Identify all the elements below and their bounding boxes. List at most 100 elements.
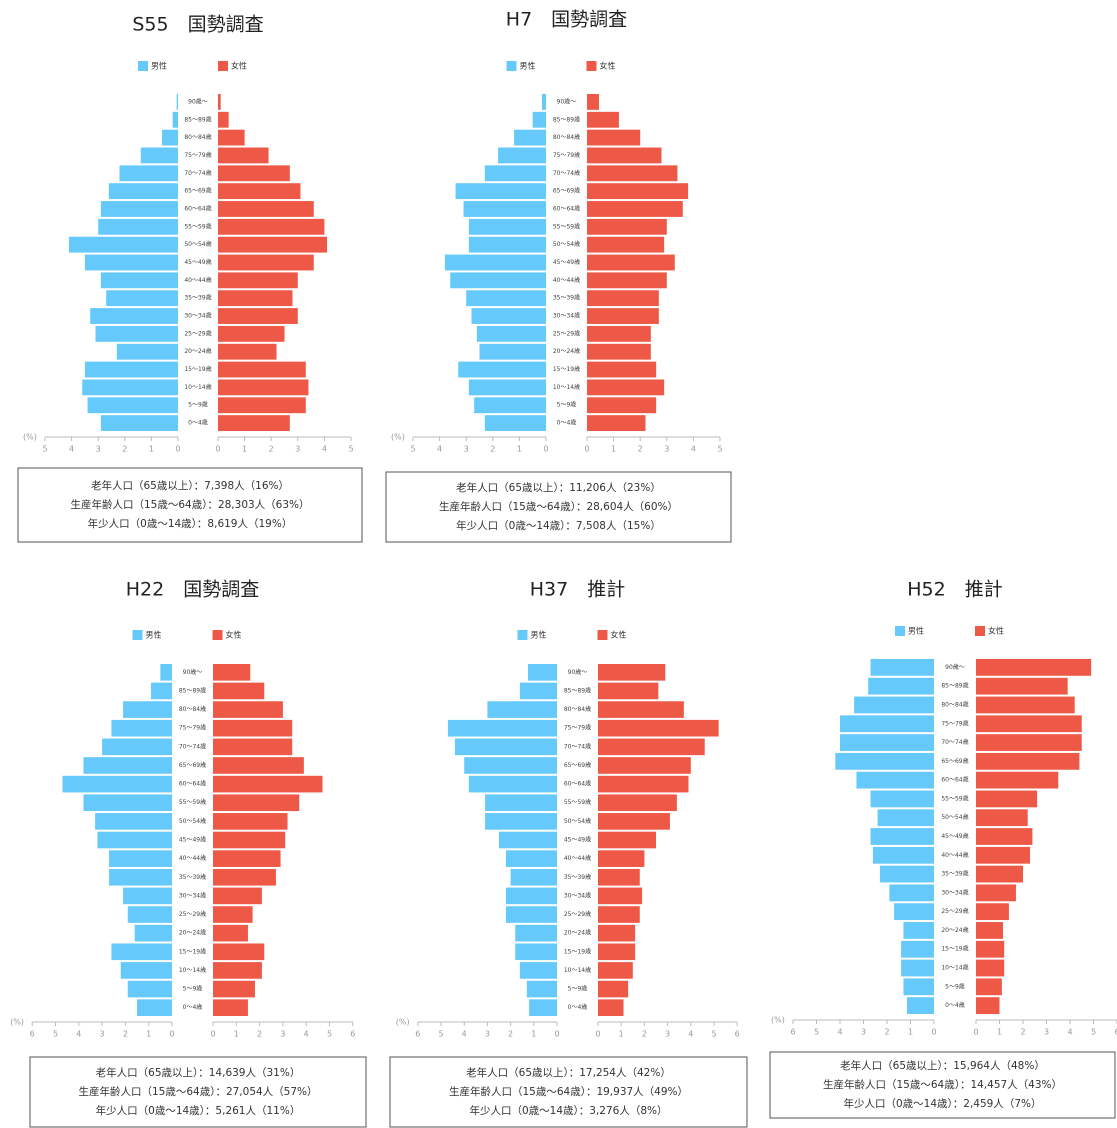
bar <box>218 361 306 378</box>
legend-label: 女性 <box>600 61 616 71</box>
summary-box <box>385 471 732 543</box>
age-label: 65～69歳 <box>179 761 206 769</box>
age-label: 90歳～ <box>183 668 203 676</box>
bar <box>97 831 172 849</box>
bar <box>213 999 248 1016</box>
bar <box>903 978 934 996</box>
age-label: 55～59歳 <box>941 794 968 802</box>
x-tick-label: 1 <box>234 1030 239 1039</box>
bar <box>485 794 557 812</box>
x-tick-label: 2 <box>123 1030 128 1039</box>
bar <box>598 757 691 774</box>
x-tick-label: 0 <box>210 1030 215 1039</box>
bar <box>587 201 683 217</box>
chart-title: H37 推計 <box>530 579 625 601</box>
x-tick-label: 5 <box>717 445 722 454</box>
bar <box>505 906 557 923</box>
bar <box>519 962 557 979</box>
age-label: 85～89歳 <box>941 682 968 690</box>
age-label: 40～44歳 <box>184 276 211 284</box>
age-label: 75～79歳 <box>564 724 591 732</box>
legend-swatch <box>517 630 528 640</box>
x-tick-label: 3 <box>665 1030 670 1039</box>
bar <box>450 272 546 289</box>
bar <box>218 254 314 271</box>
bar <box>514 129 546 146</box>
age-label: 10～14歳 <box>553 383 580 391</box>
bar <box>100 272 178 289</box>
bar <box>598 738 705 756</box>
x-tick-label: 6 <box>415 1030 420 1039</box>
age-label: 15～19歳 <box>553 365 580 373</box>
bar <box>213 831 286 849</box>
age-label: 20～24歳 <box>941 926 968 934</box>
bar <box>598 813 670 830</box>
age-label: 90歳～ <box>568 668 588 676</box>
age-label: 15～19歳 <box>564 947 591 955</box>
age-label: 30～34歳 <box>184 312 211 320</box>
bar <box>976 922 1004 939</box>
age-label: 25～29歳 <box>941 907 968 915</box>
bar <box>458 361 546 378</box>
bar <box>484 415 546 431</box>
bar <box>587 94 599 110</box>
age-label: 5～9歳 <box>945 982 965 990</box>
bar <box>454 738 557 756</box>
bar <box>906 997 934 1014</box>
bar <box>476 325 546 342</box>
chart-title: S55 国勢調査 <box>132 14 263 36</box>
summary-line: 生産年齢人口（15歳～64歳）：19,937人（49%） <box>449 1085 688 1098</box>
age-label: 5～9歳 <box>188 401 208 409</box>
age-label: 90歳～ <box>557 97 577 105</box>
age-label: 0～4歳 <box>945 1001 965 1009</box>
x-tick-label: 3 <box>861 1028 866 1037</box>
summary-line: 老年人口（65歳以上）：11,206人（23%） <box>456 481 661 494</box>
bar <box>587 397 657 414</box>
bar <box>108 183 178 200</box>
bar <box>95 325 178 342</box>
age-label: 40～44歳 <box>941 851 968 859</box>
bar <box>587 165 678 182</box>
age-label: 15～19歳 <box>179 947 206 955</box>
age-label: 70～74歳 <box>179 742 206 750</box>
age-label: 80～84歳 <box>564 705 591 713</box>
age-label: 40～44歳 <box>179 854 206 862</box>
bar <box>872 846 934 864</box>
bar <box>218 129 245 146</box>
x-tick-label: 0 <box>543 445 548 454</box>
bar <box>856 771 934 789</box>
x-tick-label: 1 <box>517 445 522 454</box>
x-tick-label: 6 <box>1114 1028 1117 1037</box>
bar <box>587 415 646 431</box>
age-label: 30～34歳 <box>179 891 206 899</box>
chart-title: H22 国勢調査 <box>126 579 259 601</box>
age-label: 85～89歳 <box>184 115 211 123</box>
age-label: 15～19歳 <box>184 365 211 373</box>
legend-label: 女性 <box>988 626 1004 636</box>
age-label: 85～89歳 <box>553 115 580 123</box>
x-tick-label: 1 <box>149 445 154 454</box>
x-tick-label: 5 <box>410 445 415 454</box>
bar <box>598 664 666 681</box>
bar <box>120 962 172 979</box>
bar <box>587 111 619 128</box>
bar <box>587 254 675 271</box>
age-label: 5～9歳 <box>568 985 588 993</box>
bar <box>98 218 178 235</box>
age-label: 50～54歳 <box>179 817 206 825</box>
bar <box>218 147 269 164</box>
age-label: 90歳～ <box>188 97 208 105</box>
x-tick-label: 2 <box>122 445 127 454</box>
bar <box>140 147 178 164</box>
legend-swatch <box>212 630 223 640</box>
bar <box>976 696 1075 714</box>
age-label: 15～19歳 <box>941 945 968 953</box>
x-tick-label: 1 <box>531 1030 536 1039</box>
age-label: 10～14歳 <box>184 383 211 391</box>
age-label: 35～39歳 <box>941 870 968 878</box>
bar <box>510 868 557 886</box>
age-label: 70～74歳 <box>184 169 211 177</box>
x-axis-label: (%) <box>23 433 37 442</box>
age-label: 10～14歳 <box>179 966 206 974</box>
